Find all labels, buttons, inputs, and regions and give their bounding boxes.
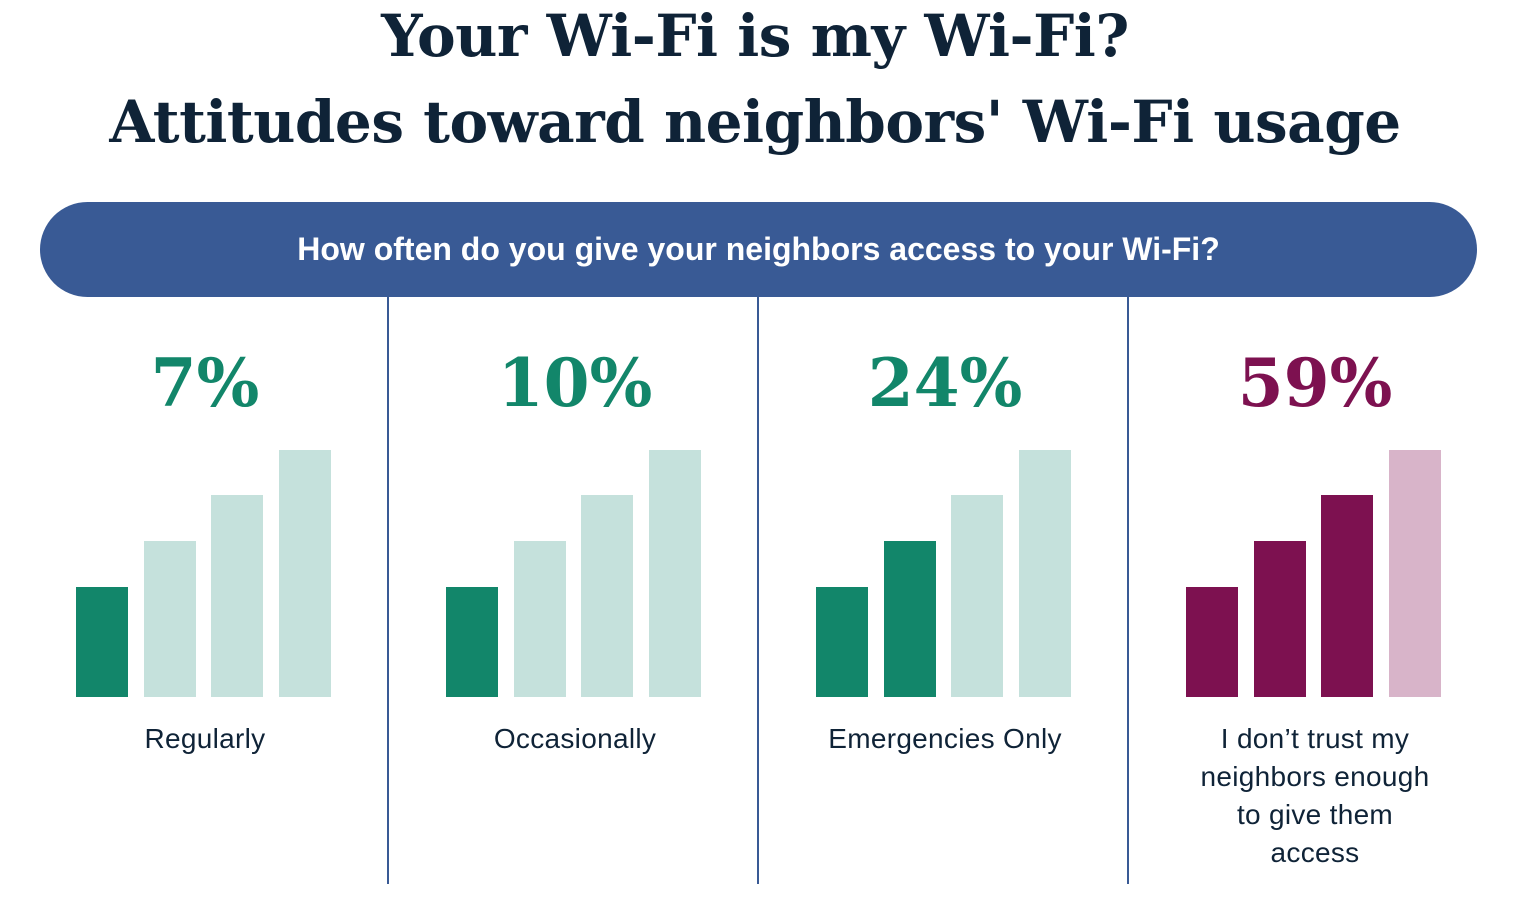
question-banner: How often do you give your neighbors acc… xyxy=(40,202,1477,297)
percent-value: 24% xyxy=(867,344,1023,422)
signal-bar-empty xyxy=(514,541,566,697)
panel-occasionally: 10% Occasionally xyxy=(390,296,760,886)
percent-value: 10% xyxy=(497,344,653,422)
signal-bar-filled xyxy=(816,587,868,697)
divider xyxy=(387,296,389,884)
divider xyxy=(1127,296,1129,884)
category-label: I don’t trust my neighbors enough to giv… xyxy=(1200,723,1430,868)
panel-emergencies-only: 24% Emergencies Only xyxy=(760,296,1130,886)
signal-bar-empty xyxy=(211,495,263,697)
divider xyxy=(757,296,759,884)
signal-bar-empty xyxy=(1019,450,1071,697)
signal-bar-empty xyxy=(951,495,1003,697)
panel-regularly: 7% Regularly xyxy=(20,296,390,886)
signal-bar-filled xyxy=(1321,495,1373,697)
signal-bar-filled xyxy=(1186,587,1238,697)
signal-bar-filled xyxy=(884,541,936,697)
signal-bar-empty xyxy=(144,541,196,697)
category-label: Emergencies Only xyxy=(828,723,1062,754)
signal-bar-empty xyxy=(1389,450,1441,697)
category-label: Occasionally xyxy=(493,723,657,754)
question-text: How often do you give your neighbors acc… xyxy=(297,231,1220,267)
signal-bar-empty xyxy=(649,450,701,697)
signal-bar-filled xyxy=(446,587,498,697)
signal-bar-filled xyxy=(1254,541,1306,697)
panel-i-don-t-trust-my-neighbors-enough-to-give-them-access: 59% I don’t trust my neighbors enough to … xyxy=(1130,296,1500,886)
signal-bar-empty xyxy=(279,450,331,697)
title-line-2: Attitudes toward neighbors' Wi-Fi usage xyxy=(109,88,1401,156)
title-line-1: Your Wi-Fi is my Wi-Fi? xyxy=(381,2,1129,70)
percent-value: 7% xyxy=(150,344,260,422)
category-label: Regularly xyxy=(144,723,266,754)
signal-bar-filled xyxy=(76,587,128,697)
percent-value: 59% xyxy=(1237,344,1393,422)
signal-bar-empty xyxy=(581,495,633,697)
